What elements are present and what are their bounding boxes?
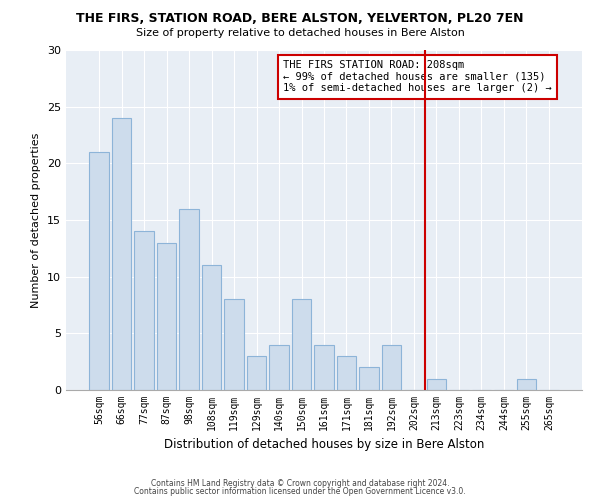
Bar <box>157 242 176 390</box>
Bar <box>179 208 199 390</box>
Text: THE FIRS STATION ROAD: 208sqm
← 99% of detached houses are smaller (135)
1% of s: THE FIRS STATION ROAD: 208sqm ← 99% of d… <box>283 60 551 94</box>
Bar <box>202 266 221 390</box>
Bar <box>269 344 289 390</box>
Bar <box>134 232 154 390</box>
Text: Size of property relative to detached houses in Bere Alston: Size of property relative to detached ho… <box>136 28 464 38</box>
Bar <box>314 344 334 390</box>
X-axis label: Distribution of detached houses by size in Bere Alston: Distribution of detached houses by size … <box>164 438 484 452</box>
Bar <box>337 356 356 390</box>
Y-axis label: Number of detached properties: Number of detached properties <box>31 132 41 308</box>
Text: Contains HM Land Registry data © Crown copyright and database right 2024.: Contains HM Land Registry data © Crown c… <box>151 478 449 488</box>
Bar <box>359 368 379 390</box>
Bar <box>89 152 109 390</box>
Bar <box>224 300 244 390</box>
Text: THE FIRS, STATION ROAD, BERE ALSTON, YELVERTON, PL20 7EN: THE FIRS, STATION ROAD, BERE ALSTON, YEL… <box>76 12 524 26</box>
Bar <box>112 118 131 390</box>
Bar <box>292 300 311 390</box>
Bar <box>427 378 446 390</box>
Bar <box>382 344 401 390</box>
Text: Contains public sector information licensed under the Open Government Licence v3: Contains public sector information licen… <box>134 487 466 496</box>
Bar <box>247 356 266 390</box>
Bar <box>517 378 536 390</box>
